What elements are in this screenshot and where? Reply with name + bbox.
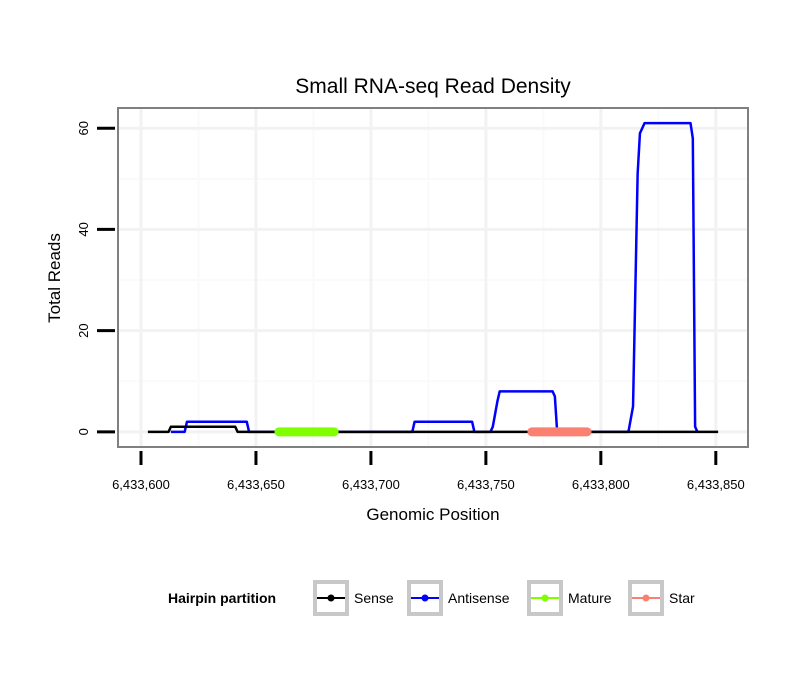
axes: 6,433,600 6,433,650 6,433,700 6,433,750 6,43… xyxy=(76,121,745,492)
legend-label-mature: Mature xyxy=(568,590,612,606)
legend-key-point xyxy=(421,594,429,602)
y-tick-label: 60 xyxy=(76,121,91,135)
y-axis-label: Total Reads xyxy=(45,233,64,323)
legend-label-sense: Sense xyxy=(354,590,394,606)
series-layer xyxy=(147,121,719,437)
x-tick-label: 6,433,600 xyxy=(112,477,170,492)
legend-key-point xyxy=(327,594,335,602)
legend-label-antisense: Antisense xyxy=(448,590,510,606)
y-tick-label: 40 xyxy=(76,222,91,236)
legend-label-star: Star xyxy=(669,590,695,606)
y-tick-label: 20 xyxy=(76,323,91,337)
legend-key-point xyxy=(642,594,650,602)
plot-panel xyxy=(118,108,748,447)
y-tick-label: 0 xyxy=(76,428,91,435)
gridlines xyxy=(118,108,748,447)
x-tick-label: 6,433,700 xyxy=(342,477,400,492)
plot-border xyxy=(117,107,749,448)
legend: Hairpin partition Sense Antisense Mature St… xyxy=(168,580,695,616)
x-tick-label: 6,433,800 xyxy=(572,477,630,492)
chart-title: Small RNA-seq Read Density xyxy=(295,75,571,98)
legend-key-point xyxy=(541,594,549,602)
legend-title: Hairpin partition xyxy=(168,590,276,606)
x-tick-label: 6,433,650 xyxy=(227,477,285,492)
x-tick-label: 6,433,850 xyxy=(687,477,745,492)
x-tick-label: 6,433,750 xyxy=(457,477,515,492)
x-axis-label: Genomic Position xyxy=(366,505,499,524)
